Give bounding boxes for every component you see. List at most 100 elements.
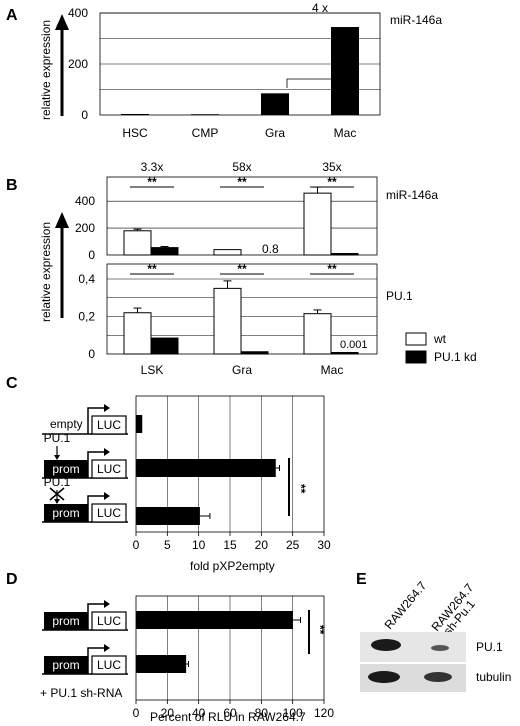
bar-gra-wt <box>213 249 242 256</box>
luc-label: LUC <box>97 614 121 628</box>
bar-gra-kd <box>240 351 269 355</box>
promoter-construct-4: LUC prom <box>42 600 128 631</box>
y-tick-label: 0 <box>88 347 95 361</box>
x-tick-label: 30 <box>317 538 331 552</box>
luc-box <box>91 415 127 435</box>
x-tick-label: Mac <box>321 363 344 377</box>
luc-label: LUC <box>97 506 121 520</box>
fold-change-label: 3.3x <box>141 160 164 174</box>
x-tick-label: 20 <box>161 706 175 720</box>
significance-label: ** <box>327 262 337 276</box>
luc-label: LUC <box>97 658 121 672</box>
chart-b-top-frame <box>106 176 378 256</box>
x-tick-label: 120 <box>314 706 334 720</box>
legend-swatch-wt <box>405 332 427 346</box>
x-tick-label: Gra <box>232 363 252 377</box>
x-tick-label: LSK <box>141 363 164 377</box>
blot-band-tubulin-kd <box>424 672 452 682</box>
value-annotation-0-8: 0.8 <box>262 242 279 256</box>
legend-swatch-pu1kd <box>405 350 427 364</box>
blot-band-tubulin-wt <box>368 671 400 683</box>
x-tick-label: 0 <box>133 538 140 552</box>
pu1-site-arrow-head <box>54 499 60 504</box>
y-tick-label: 0,2 <box>78 310 95 324</box>
tss-arrow <box>87 407 104 434</box>
bar-mac-wt <box>303 313 332 355</box>
blot-band-label-tubulin: tubulin <box>476 670 511 684</box>
luc-label: LUC <box>97 462 121 476</box>
y-tick-label: 0 <box>81 108 88 122</box>
chart-b-top: 0 200 400 ** ** ** 3.3x 58x 35x miR-146a 0.8 <box>75 160 438 262</box>
y-tick-label: 200 <box>75 221 95 235</box>
bar-lsk-kd <box>150 247 179 256</box>
bar-mac-wt <box>303 192 332 256</box>
chart-d: 0 20 40 60 80 100 120 Percent of RLU in RAW264… <box>40 595 334 724</box>
bar-lsk-kd <box>150 337 179 355</box>
legend-label-pu1kd: PU.1 kd <box>434 350 477 364</box>
tss-arrow-head <box>104 600 110 608</box>
chart-b-bottom: 0 0,2 0,4 ** ** ** LSK Gra Mac PU.1 0.001 wt P… <box>39 212 477 377</box>
bar-hsc <box>121 113 149 115</box>
chart-c: 0 5 10 15 20 25 30 fold pXP2empty ** LUCemptyL… <box>42 395 331 573</box>
tss-arrow-head <box>104 644 110 652</box>
x-tick-label: HSC <box>122 126 148 140</box>
y-tick-label: 0,4 <box>78 272 95 286</box>
significance-label: ** <box>237 175 247 189</box>
x-tick-label: CMP <box>192 126 219 140</box>
fold-change-bracket <box>286 27 357 88</box>
y-tick-label: 400 <box>68 6 88 20</box>
y-tick-label: 400 <box>75 194 95 208</box>
y-tick-label: 0 <box>88 248 95 262</box>
significance-label: ** <box>237 262 247 276</box>
mutation-cross <box>49 487 65 501</box>
bar-row-2 <box>136 655 187 673</box>
x-tick-label: Gra <box>265 126 285 140</box>
panel-label-e: E <box>356 571 367 588</box>
promoter-label: prom <box>52 506 79 520</box>
bar-mac-kd <box>330 352 359 355</box>
promoter-box <box>44 656 88 674</box>
significance-label-c: ** <box>294 484 308 494</box>
bar-row-1 <box>136 415 143 433</box>
pu1-site-arrow-head <box>54 455 60 460</box>
fold-change-label: 58x <box>232 160 251 174</box>
promoter-construct-1: LUC empty <box>42 404 128 435</box>
chart-b-bottom-title: PU.1 <box>386 289 413 303</box>
bar-lsk-wt <box>123 312 152 355</box>
significance-label: ** <box>147 262 157 276</box>
tss-arrow-head <box>104 448 110 456</box>
panel-label-b: B <box>6 177 18 194</box>
blot-band-pu1-kd <box>431 645 449 651</box>
promoter-construct-3: LUC prom PU.1 <box>42 475 128 523</box>
value-annotation-0-001: 0.001 <box>340 339 368 351</box>
x-tick-label: 15 <box>223 538 237 552</box>
luc-box <box>91 503 127 523</box>
chart-a-title: miR-146a <box>390 13 442 27</box>
y-axis-label-a: relative expression <box>39 20 53 120</box>
x-tick-label: 60 <box>223 706 237 720</box>
x-tick-label: Mac <box>334 126 357 140</box>
bar-cmp <box>191 114 219 115</box>
promoter-box <box>44 504 88 522</box>
luc-box <box>91 655 127 675</box>
x-tick-label: 100 <box>283 706 303 720</box>
bar-row-2 <box>136 459 276 477</box>
chart-b-top-title: miR-146a <box>386 188 438 202</box>
x-tick-label: 80 <box>255 706 269 720</box>
bar-row-3 <box>136 507 200 525</box>
bar-row-1 <box>136 611 293 629</box>
significance-label: ** <box>327 175 337 189</box>
bar-gra <box>261 93 289 115</box>
pu1-site-label: PU.1 <box>44 475 71 489</box>
fold-change-label: 35x <box>322 160 341 174</box>
x-tick-label: 25 <box>286 538 300 552</box>
chart-a: 0 200 400 HSC CMP Gra Mac miR-146a 4 x relati… <box>39 1 442 140</box>
bracket-label: 4 x <box>312 1 328 15</box>
y-axis-label-b: relative expression <box>39 222 53 322</box>
shrna-label: + PU.1 sh-RNA <box>40 686 122 700</box>
pu1-site-label: PU.1 <box>44 431 71 445</box>
blot-lane-1-label: RAW264.7 <box>382 579 430 632</box>
promoter-construct-5: LUC prom <box>42 644 128 675</box>
promoter-box <box>44 612 88 630</box>
